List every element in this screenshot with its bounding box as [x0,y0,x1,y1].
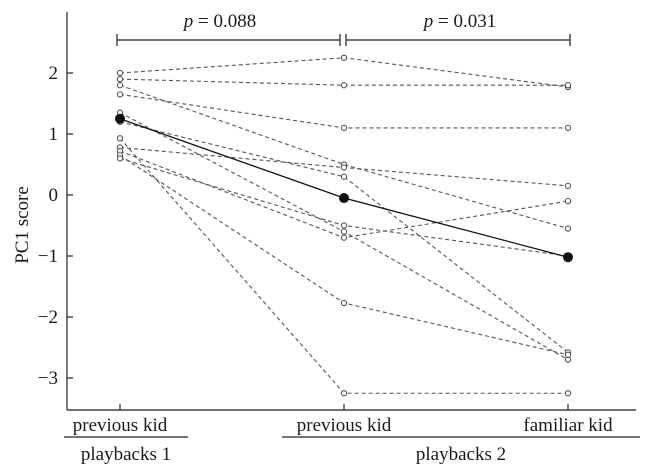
individual-line [119,157,569,257]
group-label: playbacks 2 [416,444,506,465]
individual-point [340,234,348,241]
individual-point [340,299,348,307]
x-tick-label: previous kid [73,415,168,436]
individual-point [564,351,572,358]
individual-point [564,82,572,89]
individual-point [116,69,124,77]
y-axis-label: PC1 score [12,186,33,264]
individual-point [564,124,572,132]
comparison-label: p = 0.031 [422,11,496,32]
mean-point [339,193,349,204]
individual-point [340,124,348,132]
individual-point [116,82,124,89]
individual-point [340,164,348,171]
individual-line [119,84,569,230]
individual-point [116,91,124,98]
y-tick-label: −2 [38,307,58,328]
group-label: playbacks 1 [81,444,171,465]
comparison-label: p = 0.088 [182,11,256,32]
y-tick-label: −1 [38,246,58,267]
plot-area: 2 1 0 −1 −2 −3 previous kid previous kid familia… [38,11,640,465]
mean-point [115,113,125,124]
individual-point [340,82,348,89]
individual-point [564,182,572,189]
individual-line [119,154,569,356]
individual-point [340,222,348,229]
y-tick-label: 2 [49,63,59,84]
x-tick-label: familiar kid [523,415,613,436]
individual-point [564,225,572,232]
x-tick-label: previous kid [297,415,392,436]
individual-point [116,75,124,83]
individual-point [564,390,572,397]
individual-point [340,173,348,180]
individual-point [340,54,348,61]
individual-line [119,93,568,129]
individual-point [116,155,124,162]
individual-line [119,121,569,353]
y-tick-label: −3 [38,368,58,389]
individual-point [564,197,572,205]
individual-point [116,135,124,142]
y-tick-label: 0 [49,185,59,206]
individual-point [340,228,348,235]
y-tick-label: 1 [49,124,59,145]
mean-point [563,252,573,263]
individual-point [340,390,348,397]
